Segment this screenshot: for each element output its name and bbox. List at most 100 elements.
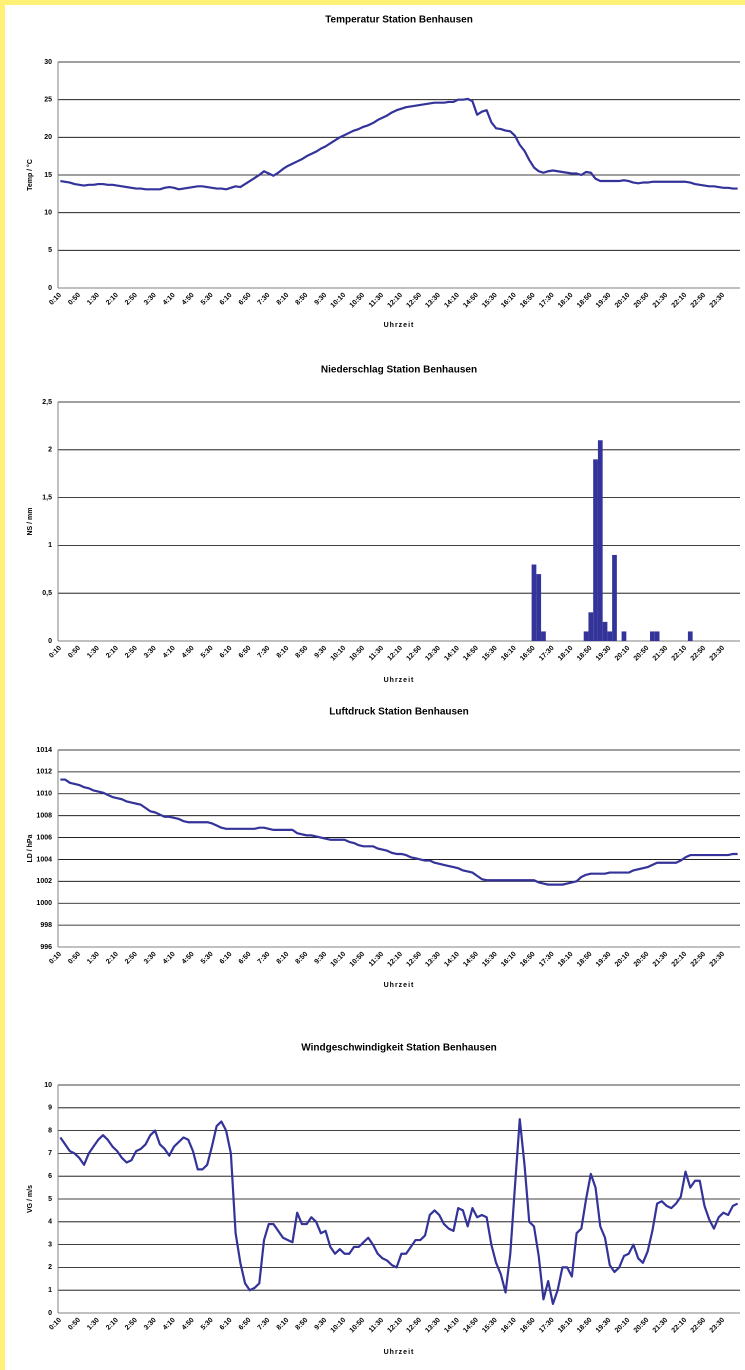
x-tick-label: 21:30 — [652, 951, 670, 969]
bar — [541, 631, 546, 641]
y-tick-label: 1010 — [36, 791, 52, 798]
x-tick-label: 12:50 — [405, 645, 423, 663]
y-tick-label: 0,5 — [42, 590, 52, 597]
x-tick-label: 4:10 — [162, 292, 177, 307]
x-tick-label: 5:30 — [200, 1317, 215, 1332]
y-tick-label: 10 — [44, 1082, 52, 1089]
x-tick-label: 19:30 — [595, 292, 613, 310]
x-tick-label: 6:50 — [238, 951, 253, 966]
x-tick-label: 12:10 — [386, 292, 404, 310]
bar — [602, 621, 608, 641]
chart-title: Niederschlag Station Benhausen — [321, 365, 477, 376]
x-tick-label: 18:10 — [557, 1317, 575, 1335]
chart-title: Windgeschwindigkeit Station Benhausen — [301, 1043, 496, 1054]
x-tick-label: 14:50 — [462, 645, 480, 663]
y-tick-label: 8 — [48, 1127, 52, 1134]
x-tick-label: 1:30 — [86, 1317, 101, 1332]
x-tick-label: 18:50 — [576, 292, 594, 310]
x-tick-label: 20:50 — [633, 292, 651, 310]
x-tick-label: 5:30 — [200, 292, 215, 307]
x-tick-label: 10:50 — [349, 1317, 367, 1335]
bar — [621, 631, 627, 641]
x-tick-label: 3:30 — [143, 1317, 158, 1332]
x-tick-label: 16:10 — [500, 951, 518, 969]
x-tick-label: 18:50 — [576, 645, 594, 663]
x-tick-label: 17:30 — [538, 292, 556, 310]
x-axis-label: Uhrzeit — [384, 677, 415, 684]
y-axis-label: NS / mm — [27, 507, 34, 535]
x-tick-label: 21:30 — [652, 1317, 670, 1335]
x-tick-label: 20:50 — [633, 645, 651, 663]
x-tick-label: 0:50 — [67, 292, 82, 307]
x-tick-label: 14:10 — [443, 292, 461, 310]
y-tick-label: 1008 — [36, 813, 52, 820]
y-tick-label: 996 — [40, 944, 52, 951]
x-tick-label: 14:50 — [462, 1317, 480, 1335]
x-tick-label: 2:10 — [105, 1317, 120, 1332]
y-tick-label: 998 — [40, 922, 52, 929]
x-tick-label: 0:10 — [48, 292, 63, 307]
x-tick-label: 0:10 — [48, 951, 63, 966]
y-tick-label: 1,5 — [42, 494, 52, 501]
x-tick-label: 14:50 — [462, 292, 480, 310]
x-tick-label: 10:50 — [349, 292, 367, 310]
x-tick-label: 3:30 — [143, 645, 158, 660]
x-tick-label: 15:30 — [481, 951, 499, 969]
x-tick-label: 2:50 — [124, 645, 139, 660]
x-tick-label: 8:50 — [295, 292, 310, 307]
x-tick-label: 0:50 — [67, 951, 82, 966]
x-tick-label: 6:10 — [219, 292, 234, 307]
x-tick-label: 11:30 — [368, 645, 385, 662]
bar — [597, 440, 603, 641]
x-tick-label: 14:10 — [443, 645, 461, 663]
y-tick-label: 2,5 — [42, 399, 52, 406]
y-tick-label: 6 — [48, 1173, 52, 1180]
x-tick-label: 10:10 — [330, 292, 348, 310]
bar — [583, 631, 589, 641]
x-tick-label: 23:30 — [709, 645, 727, 663]
x-tick-label: 8:50 — [295, 951, 310, 966]
x-axis-label: Uhrzeit — [384, 322, 415, 329]
y-axis-label: LD / hPa — [27, 834, 34, 862]
y-tick-label: 2 — [48, 1264, 52, 1271]
bar — [650, 631, 655, 641]
x-tick-label: 14:10 — [443, 951, 461, 969]
chart-title: Temperatur Station Benhausen — [325, 15, 473, 26]
x-tick-label: 17:30 — [538, 645, 556, 663]
y-tick-label: 1004 — [36, 856, 52, 863]
x-tick-label: 14:10 — [443, 1317, 461, 1335]
y-tick-label: 5 — [48, 1196, 52, 1203]
x-tick-label: 22:50 — [690, 951, 708, 969]
x-tick-label: 18:10 — [557, 292, 575, 310]
y-tick-label: 0 — [48, 285, 52, 292]
x-tick-label: 8:50 — [295, 1317, 310, 1332]
x-tick-label: 22:50 — [690, 645, 708, 663]
x-tick-label: 10:50 — [349, 951, 367, 969]
bar — [607, 631, 613, 641]
x-tick-label: 12:10 — [386, 645, 404, 663]
x-tick-label: 2:10 — [105, 951, 120, 966]
x-tick-label: 13:30 — [424, 1317, 442, 1335]
x-tick-label: 13:30 — [424, 645, 442, 663]
x-tick-label: 1:30 — [86, 951, 101, 966]
y-tick-label: 1006 — [36, 834, 52, 841]
bar — [654, 631, 660, 641]
chart-title: Luftdruck Station Benhausen — [329, 707, 468, 718]
x-tick-label: 22:10 — [671, 1317, 689, 1335]
x-tick-label: 16:10 — [500, 1317, 518, 1335]
x-tick-label: 23:30 — [709, 951, 727, 969]
y-tick-label: 2 — [48, 447, 52, 454]
x-tick-label: 7:30 — [257, 951, 272, 966]
x-tick-label: 16:50 — [519, 951, 537, 969]
bar — [531, 564, 537, 641]
x-tick-label: 6:50 — [238, 645, 253, 660]
x-tick-label: 10:10 — [330, 951, 348, 969]
x-tick-label: 9:30 — [313, 292, 328, 307]
x-tick-label: 20:10 — [614, 645, 632, 663]
x-tick-label: 9:30 — [313, 951, 328, 966]
x-tick-label: 0:10 — [48, 645, 63, 660]
x-tick-label: 7:30 — [257, 292, 272, 307]
x-tick-label: 0:50 — [67, 645, 82, 660]
data-line — [60, 778, 738, 886]
